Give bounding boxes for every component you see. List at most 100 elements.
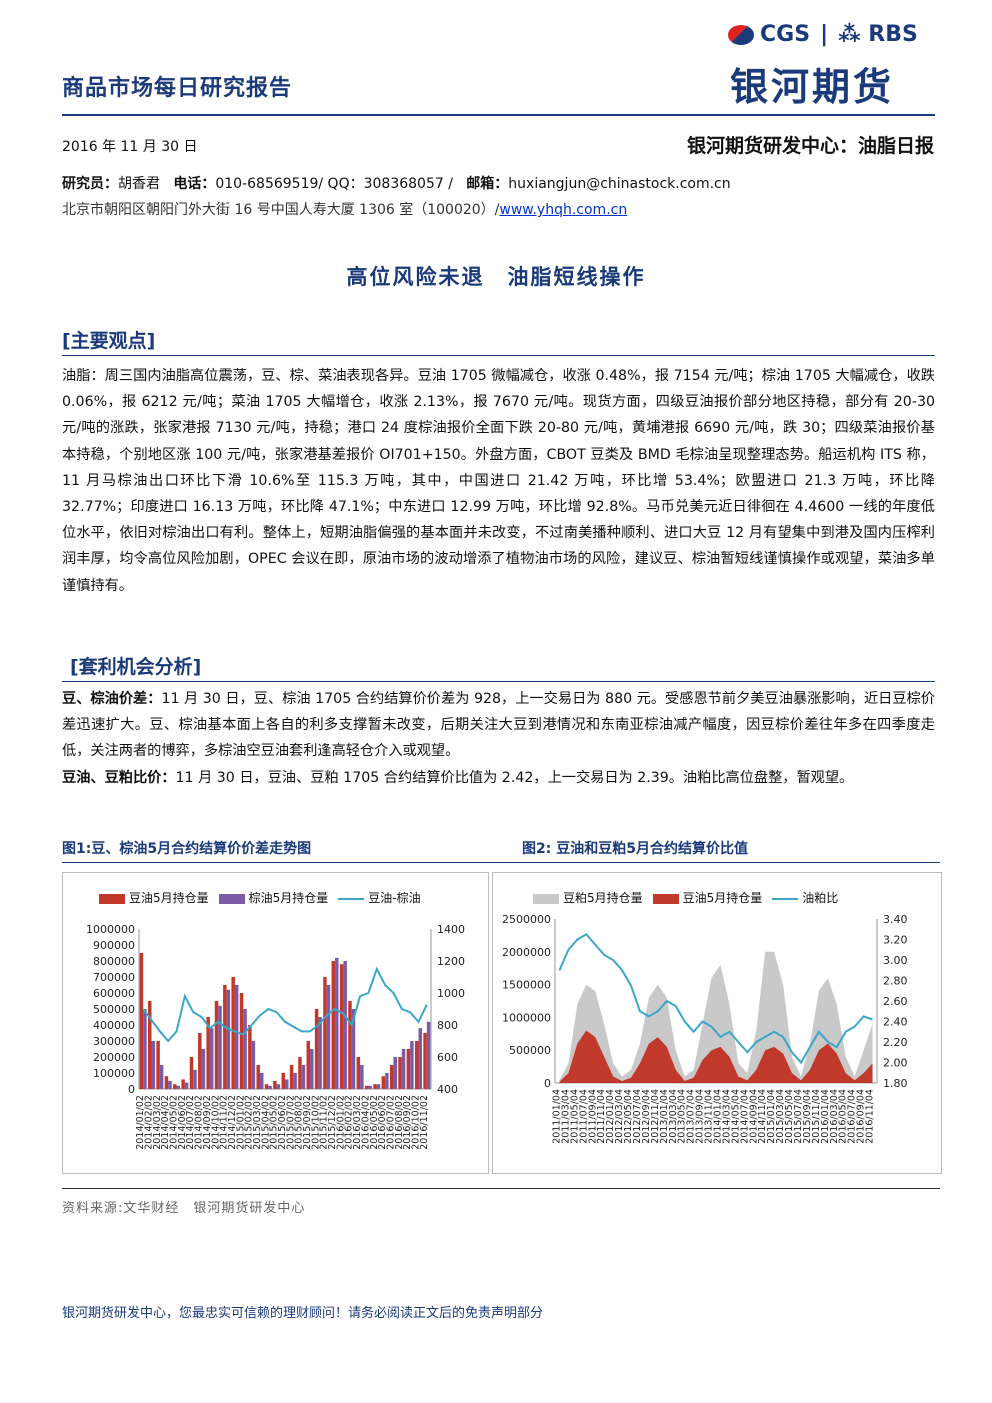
x-tick-label: 2011/01/04 [551,1089,562,1144]
x-tick-label: 2014/01/04 [712,1089,723,1144]
bar-palm-oi [426,1021,431,1089]
bar-palm-oi [285,1079,289,1089]
bar-soy-oi [389,1065,394,1089]
legend-item-soyoil-oi: 豆油5月持仓量 [652,889,762,906]
x-tick-label: 2015/10/02 [310,1095,321,1150]
email-label: 邮箱： [466,176,509,192]
bar-soy-oi [406,1049,411,1089]
x-tick-label: 2015/05/02 [269,1095,280,1150]
logo-cgs-text: CGS [760,22,811,47]
x-tick-label: 2015/09/02 [302,1095,313,1150]
bar-soy-oi [164,1076,169,1089]
main-title: 高位风险未退 油脂短线操作 [346,265,646,289]
y-left-tick-label: 1000000 [502,1011,551,1024]
researcher-name: 胡香君 [118,176,160,192]
bar-soy-oi [156,1041,160,1089]
x-tick-label: 2011/11/04 [596,1089,607,1144]
email-value: huxiangjun@chinastock.com.cn [508,176,731,192]
x-tick-label: 2014/02/02 [144,1095,155,1150]
x-tick-label: 2016/02/02 [344,1095,355,1150]
phone-label: 电话： [173,176,216,192]
y-left-tick-label: 2000000 [502,946,551,959]
bar-soy-oi [223,985,227,1089]
website-link[interactable]: www.yhqh.com.cn [499,202,628,218]
bar-soy-oi [148,1001,152,1089]
x-tick-label: 2016/08/02 [394,1095,405,1150]
legend-item-palm-oi: 棕油5月持仓量 [218,889,328,906]
x-tick-label: 2016/07/02 [385,1095,396,1150]
x-tick-label: 2012/05/04 [623,1089,634,1144]
bar-palm-oi [385,1073,389,1089]
x-tick-label: 2016/01/02 [335,1095,346,1150]
x-tick-label: 2014/04/02 [160,1095,171,1150]
bar-palm-oi [376,1084,381,1089]
company-name-logo: 银河期货 [730,65,895,109]
y-left-tick-label: 300000 [93,1035,135,1048]
bar-soy-oi [206,1017,210,1089]
x-tick-label: 2011/03/04 [560,1089,571,1144]
bar-soy-oi [198,1033,202,1089]
bar-soy-oi [314,1009,319,1089]
source-divider [62,1188,940,1189]
x-tick-label: 2015/03/02 [252,1095,263,1150]
bar-soy-oi [181,1079,185,1089]
bar-palm-oi [401,1049,406,1089]
y-right-tick-label: 2.80 [883,975,908,988]
x-tick-label: 2016/09/04 [856,1089,867,1144]
bar-palm-oi [234,985,239,1089]
bar-soy-oi [414,1041,419,1089]
x-tick-label: 2012/09/04 [641,1089,652,1144]
bar-palm-oi [326,985,331,1089]
y-right-tick-label: 3.20 [883,934,908,947]
bar-palm-oi [151,1041,156,1089]
x-tick-label: 2014/10/02 [210,1095,221,1150]
chart2-container: 豆粕5月持仓量 豆油5月持仓量 油粕比 2500000 2000000 150000… [492,872,942,1174]
bar-palm-oi [184,1082,189,1089]
bar-palm-oi [418,1028,422,1089]
header-divider [62,114,935,116]
bar-palm-oi [251,1041,256,1089]
bar-palm-oi [360,1065,364,1089]
y-left-tick-label: 800000 [93,955,135,968]
ratio-label: 豆油、豆粕比价： [62,769,176,786]
page-footer: 银河期货研发中心，您最忠实可信赖的理财顾问！请务必阅读正文后的免责声明部分 [62,1306,544,1321]
chart2-legend: 豆粕5月持仓量 豆油5月持仓量 油粕比 [533,889,838,906]
x-tick-label: 2013/11/04 [704,1089,715,1144]
y-left-tick-label: 500000 [93,1003,135,1016]
bar-soy-oi [423,1033,427,1089]
bar-soy-oi [323,977,327,1089]
bar-palm-oi [226,989,231,1089]
x-tick-label: 2014/07/02 [185,1095,196,1150]
phone-value: 010-68569519/ QQ：308368057 / [215,176,453,192]
bar-palm-oi [318,1017,322,1089]
bar-palm-oi [176,1085,181,1089]
x-tick-label: 2012/03/04 [614,1089,625,1144]
logo-rbs-text: ⁂ RBS [838,22,918,47]
x-tick-label: 2016/03/04 [829,1089,840,1144]
y-left-tick-label: 2500000 [502,913,551,926]
report-date: 2016 年 11 月 30 日 [62,139,198,155]
address-line: 北京市朝阳区朝阳门外大街 16 号中国人寿大厦 1306 室（100020）/w… [62,199,627,219]
bar-soy-oi [248,1025,252,1089]
x-tick-label: 2015/05/04 [784,1089,795,1144]
chart1-svg: 1000000900000800000700000600000500000400… [86,923,465,1150]
x-tick-label: 2016/06/02 [377,1095,388,1150]
x-tick-label: 2015/11/04 [811,1089,822,1144]
x-tick-label: 2011/05/04 [569,1089,580,1144]
company-logo: CGS | ⁂ RBS [728,22,918,47]
chart1-container: 豆油5月持仓量 棕油5月持仓量 豆油-棕油 1000000 900000 80000… [62,872,489,1174]
bar-soy-oi [173,1084,177,1089]
legend-item-soy-oi: 豆油5月持仓量 [99,889,209,906]
bar-soy-oi [331,961,336,1089]
area-soyoil-oi [559,1030,873,1083]
x-tick-label: 2015/07/04 [793,1089,804,1144]
y-right-tick-label: 600 [437,1051,458,1064]
line-series [142,966,428,1043]
data-source-note: 资料来源:文华财经 银河期货研发中心 [62,1201,306,1216]
x-tick-label: 2015/07/02 [285,1095,296,1150]
ratio-text: 11 月 30 日，豆油、豆粕 1705 合约结算价比值为 2.42，上一交易日… [175,769,854,786]
x-tick-label: 2013/01/04 [659,1089,670,1144]
y-left-tick-label: 0 [544,1077,551,1090]
legend-item-spread: 豆油-棕油 [338,889,421,906]
x-tick-label: 2015/11/02 [319,1095,330,1150]
